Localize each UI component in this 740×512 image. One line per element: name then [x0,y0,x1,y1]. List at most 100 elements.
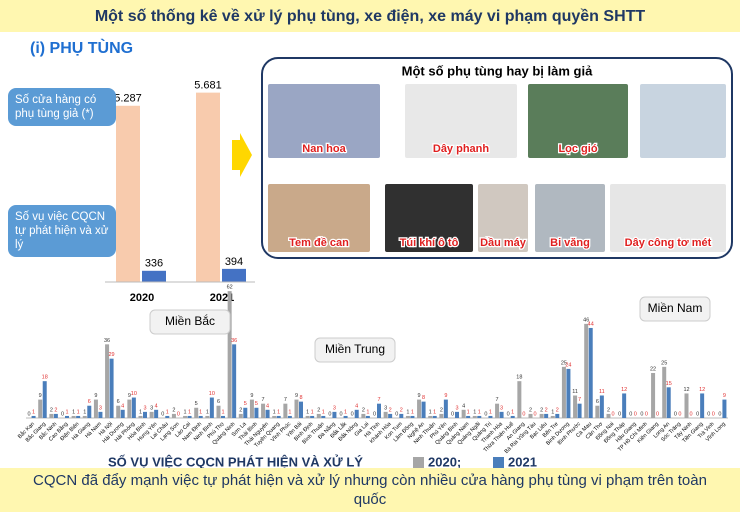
value-label: 2 [362,407,365,413]
bar [544,413,549,418]
bar [510,415,515,418]
bar [573,395,578,418]
value-label: 8 [299,395,302,401]
value-label: 7 [284,397,287,403]
photo-label: Dây phanh [433,143,490,155]
value-label: 10 [209,391,215,397]
value-label: 12 [683,387,689,393]
photo [640,84,726,158]
value-label: 36 [231,338,237,344]
bar [622,393,627,418]
photo [268,84,380,158]
value-label: 1 [366,409,369,415]
value-label: 2 [50,407,53,413]
value-label: 1 [206,409,209,415]
value-label: 2 [529,407,532,413]
annotation-box [149,309,231,335]
annotation-box [639,296,711,322]
bar [700,393,705,418]
bar [377,403,381,418]
value-label: 0 [707,411,710,417]
value-label: 1 [344,409,347,415]
bar [221,415,225,418]
value-label: 3 [150,405,153,411]
bar [566,368,571,418]
value-label: 0 [340,411,343,417]
bar [165,415,170,418]
bar [205,415,210,418]
bar [127,399,132,418]
bar [71,415,76,418]
bar [109,358,114,418]
value-label: 5.287 [114,93,142,105]
photo-label: Túi khí ô tô [400,237,459,249]
bar [584,323,589,418]
bar [499,411,504,418]
bar [577,403,582,418]
bar [209,397,214,418]
bar [261,403,266,418]
bar [299,401,303,418]
bar [666,387,671,418]
value-label: 1 [288,409,291,415]
photo [405,84,517,158]
value-label: 7 [377,397,380,403]
bar [722,399,727,418]
value-label: 1 [306,409,309,415]
bar [272,415,277,418]
value-label: 1 [429,409,432,415]
value-label: 3 [143,405,146,411]
value-label: 3 [384,405,387,411]
annotation: Miền Nam [648,301,703,315]
bar [417,399,422,418]
value-label: 1 [188,409,191,415]
value-label: 6 [117,399,120,405]
bar [187,415,192,418]
value-label: 2 [540,407,543,413]
value-label: 1 [273,409,276,415]
value-label: 11 [599,389,605,395]
photo-label: Lọc gió [558,143,597,155]
value-label: 4 [355,403,358,409]
value-label: 0 [177,411,180,417]
bar [432,415,437,418]
bar [455,411,459,418]
bar [238,413,243,418]
bar [98,411,103,418]
bar [116,105,140,283]
bar [405,415,410,418]
value-label: 0 [656,411,659,417]
value-label: 1 [478,409,481,415]
bar [31,415,36,418]
value-label: 3 [500,405,503,411]
bar [120,409,125,418]
legend-callout: Số cửa hàng có phụ tùng giả (*) [8,88,116,126]
legend-callout: Số vụ việc CQCN tự phát hiện và xử lý [8,205,116,257]
value-label: 6 [88,399,91,405]
photo-label: Bi văng [550,237,590,249]
value-label: 25 [561,360,567,366]
value-label: 1 [511,409,514,415]
photo-label: Nan hoa [302,143,346,155]
bar [354,409,359,418]
bar [183,415,188,418]
value-label: 1 [322,409,325,415]
bar [310,415,315,418]
gallery-title: Một số phụ tùng hay bị làm giả [402,63,593,78]
value-label: 6 [596,399,599,405]
value-label: 1 [77,409,80,415]
bar [443,399,448,418]
value-label: 2 [607,407,610,413]
bar [561,366,566,418]
bar [131,397,136,418]
bar [87,405,92,418]
bar [82,415,87,418]
value-label: 4 [155,403,158,409]
value-label: 0 [712,411,715,417]
value-label: 6 [217,399,220,405]
value-label: 0 [522,411,525,417]
bar [539,413,544,418]
value-label: 9 [94,393,97,399]
value-label: 1 [166,409,169,415]
